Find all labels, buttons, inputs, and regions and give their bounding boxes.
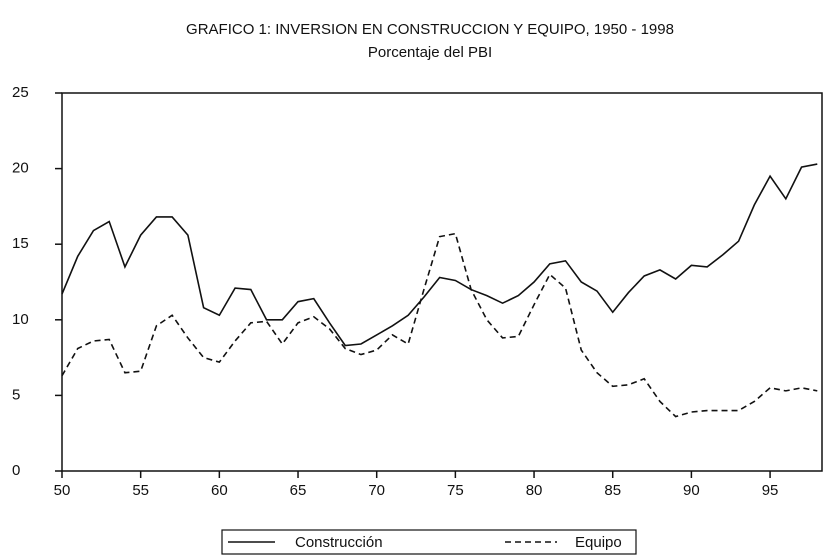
y-tick-label: 10	[12, 311, 29, 328]
x-tick-label: 50	[54, 482, 71, 499]
y-tick-label: 25	[12, 84, 29, 101]
legend-box	[221, 529, 637, 555]
y-tick-label: 15	[12, 235, 29, 252]
data-line	[61, 232, 818, 418]
x-tick-label: 95	[762, 482, 779, 499]
plot-frame	[61, 92, 823, 472]
y-tick-label: 5	[12, 386, 20, 403]
y-tick-label: 0	[12, 462, 20, 479]
legend-label: Construcción	[295, 534, 383, 551]
chart-title: GRAFICO 1: INVERSION EN CONSTRUCCION Y E…	[186, 21, 674, 38]
x-tick-label: 70	[368, 482, 385, 499]
legend-label: Equipo	[575, 534, 622, 551]
x-tick-label: 90	[683, 482, 700, 499]
chart-subtitle: Porcentaje del PBI	[368, 44, 492, 61]
y-tick-label: 20	[12, 160, 29, 177]
x-tick-label: 65	[290, 482, 307, 499]
x-tick-label: 80	[526, 482, 543, 499]
x-tick-label: 55	[132, 482, 149, 499]
data-line	[61, 163, 818, 347]
x-tick-label: 85	[604, 482, 621, 499]
x-tick-label: 75	[447, 482, 464, 499]
x-tick-label: 60	[211, 482, 228, 499]
